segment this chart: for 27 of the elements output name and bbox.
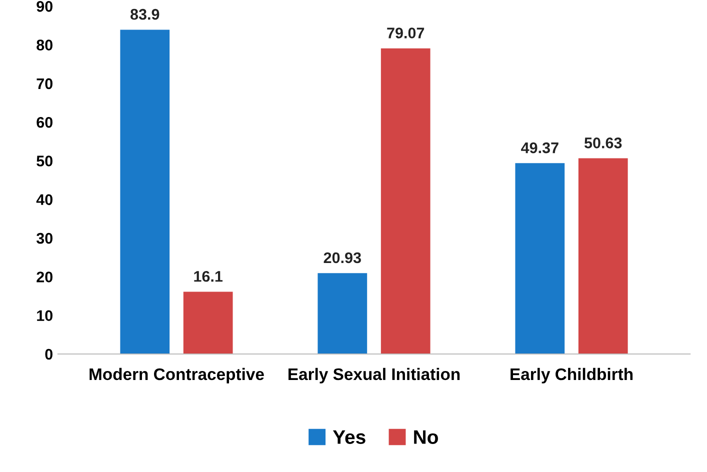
bar [183,292,233,354]
y-tick-label: 40 [36,194,52,206]
y-tick-label: 20 [36,272,52,282]
data-label: 20.93 [324,252,361,264]
legend-label: Yes [332,430,366,444]
bar [120,30,170,354]
y-tick-label: 50 [36,156,52,166]
data-label: 49.37 [521,142,558,154]
y-tick-label: 10 [37,310,52,322]
y-tick-label: 90 [36,1,52,12]
y-tick-label: 30 [36,232,52,244]
y-tick-label: 70 [36,78,52,90]
y-tick-label: 0 [45,348,52,360]
data-label: 79.07 [387,28,424,38]
y-tick-label: 80 [36,40,52,50]
data-label: 83.9 [130,8,160,20]
legend-label: No [414,430,438,444]
bar [578,158,628,354]
x-tick-label: Early Childbirth [510,368,633,384]
bar [318,273,368,354]
y-tick-label: 60 [36,116,52,128]
bar [515,163,565,354]
data-label: 16.1 [194,270,223,282]
x-tick-label: Early Sexual Initiation [288,368,460,384]
x-tick-label: Modern Contraceptive [90,368,264,384]
data-label: 50.63 [584,138,622,148]
bar [380,48,430,354]
